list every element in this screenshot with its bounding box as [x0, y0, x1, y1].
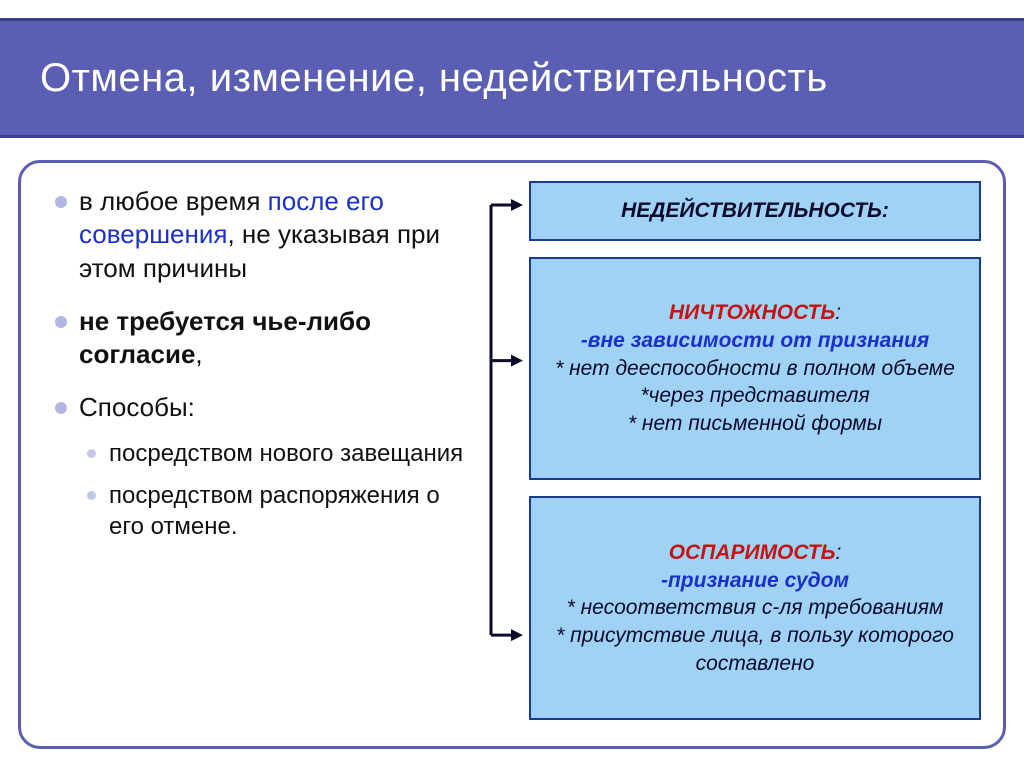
- box-title: ОСПАРИМОСТЬ: [669, 541, 836, 564]
- box-line: *через представителя: [543, 382, 967, 410]
- slide-title: Отмена, изменение, недействительность: [40, 56, 828, 101]
- right-column: НЕДЕЙСТВИТЕЛЬНОСТЬ: НИЧТОЖНОСТЬ: -вне за…: [489, 181, 981, 728]
- bullet-item: в любое время после его совершения, не у…: [49, 185, 479, 285]
- bullet-text: в любое время: [79, 186, 268, 216]
- boxes-column: НЕДЕЙСТВИТЕЛЬНОСТЬ: НИЧТОЖНОСТЬ: -вне за…: [529, 181, 981, 720]
- bullet-list: в любое время после его совершения, не у…: [49, 185, 479, 543]
- box-text: :: [835, 301, 841, 324]
- box-line: * нет дееспособности в полном объеме: [543, 355, 967, 383]
- box-title: НЕДЕЙСТВИТЕЛЬНОСТЬ:: [543, 197, 967, 225]
- box-line: * нет письменной формы: [543, 410, 967, 438]
- left-column: в любое время после его совершения, не у…: [49, 181, 479, 728]
- box-subtitle: -признание судом: [543, 567, 967, 595]
- bullet-item: не требуется чье-либо согласие,: [49, 305, 479, 372]
- sub-bullet-item: посредством распоряжения о его отмене.: [79, 481, 479, 542]
- box-null: НИЧТОЖНОСТЬ: -вне зависимости от признан…: [529, 257, 981, 481]
- connector: [489, 181, 523, 720]
- connector-svg: [489, 181, 523, 720]
- box-invalid: НЕДЕЙСТВИТЕЛЬНОСТЬ:: [529, 181, 981, 241]
- box-title: НИЧТОЖНОСТЬ: [669, 301, 835, 324]
- box-line: * несоответствия с-ля требованиям: [543, 594, 967, 622]
- box-void: ОСПАРИМОСТЬ: -признание судом * несоотве…: [529, 496, 981, 720]
- box-text: :: [835, 541, 841, 564]
- sub-bullet-list: посредством нового завещания посредством…: [79, 439, 479, 543]
- content-frame: в любое время после его совершения, не у…: [18, 160, 1006, 749]
- bullet-text: ,: [195, 339, 202, 369]
- box-line: * присутствие лица, в пользу которого со…: [543, 622, 967, 677]
- bullet-item: Способы: посредством нового завещания по…: [49, 391, 479, 542]
- sub-bullet-item: посредством нового завещания: [79, 439, 479, 470]
- header-band: Отмена, изменение, недействительность: [0, 18, 1024, 138]
- bullet-text: Способы:: [79, 392, 195, 422]
- box-subtitle: -вне зависимости от признания: [543, 327, 967, 355]
- slide: Отмена, изменение, недействительность в …: [0, 0, 1024, 767]
- bullet-text-bold: не требуется чье-либо согласие: [79, 306, 371, 369]
